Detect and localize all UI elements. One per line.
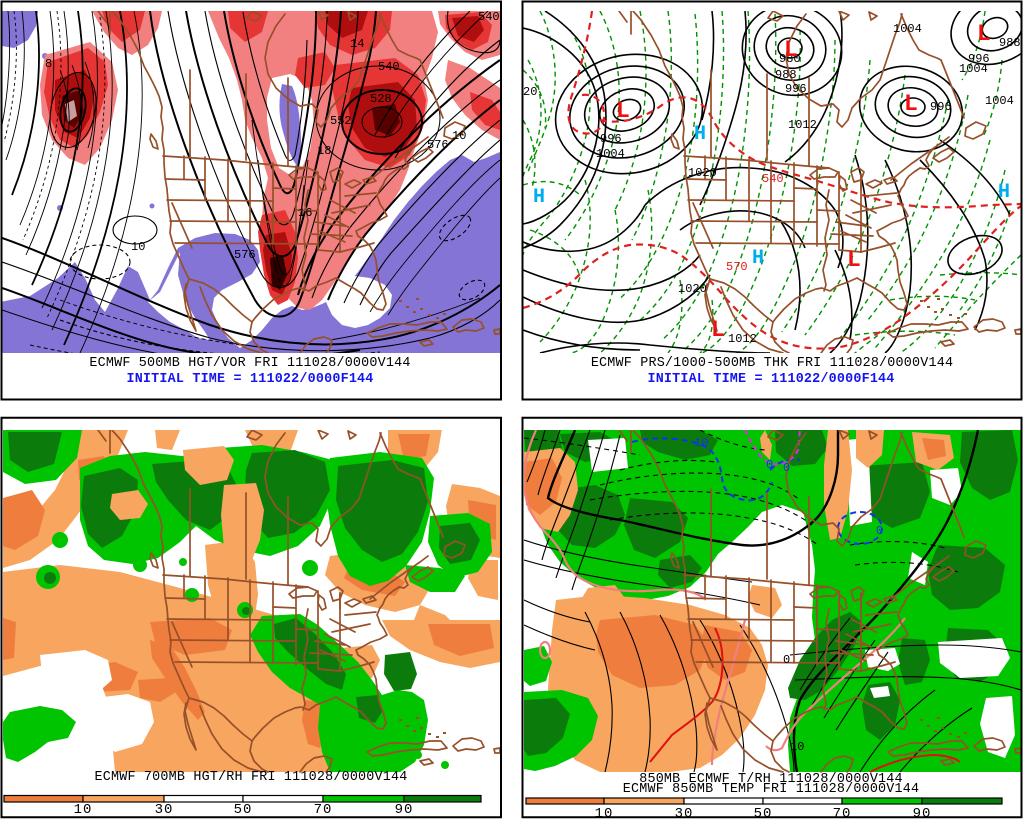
svg-text:1004: 1004 bbox=[596, 147, 625, 161]
svg-text:570: 570 bbox=[726, 260, 748, 274]
svg-text:18: 18 bbox=[317, 144, 331, 158]
svg-text:16: 16 bbox=[298, 206, 312, 220]
svg-text:996: 996 bbox=[930, 100, 952, 114]
svg-text:ECMWF PRS/1000-500MB THK FRI 1: ECMWF PRS/1000-500MB THK FRI 111028/0000… bbox=[591, 356, 953, 371]
svg-text:980: 980 bbox=[779, 52, 801, 66]
svg-text:1004: 1004 bbox=[893, 22, 922, 36]
svg-text:50: 50 bbox=[754, 806, 773, 819]
svg-text:1012: 1012 bbox=[788, 118, 817, 132]
svg-text:10: 10 bbox=[131, 240, 145, 254]
svg-text:70: 70 bbox=[314, 802, 333, 818]
svg-text:ECMWF 500MB HGT/VOR FRI 111028: ECMWF 500MB HGT/VOR FRI 111028/0000V144 bbox=[89, 356, 410, 371]
svg-text:10: 10 bbox=[74, 802, 93, 818]
svg-text:540: 540 bbox=[478, 10, 500, 24]
svg-text:50: 50 bbox=[234, 802, 253, 818]
svg-text:L: L bbox=[711, 317, 725, 343]
svg-text:30: 30 bbox=[155, 802, 174, 818]
svg-text:L: L bbox=[847, 247, 861, 273]
svg-text:0: 0 bbox=[876, 524, 883, 538]
svg-text:20: 20 bbox=[523, 85, 537, 99]
svg-text:528: 528 bbox=[370, 92, 392, 106]
svg-text:10: 10 bbox=[452, 129, 466, 143]
svg-text:552: 552 bbox=[330, 114, 352, 128]
svg-text:L: L bbox=[977, 21, 991, 47]
svg-text:90: 90 bbox=[913, 806, 932, 819]
svg-text:H: H bbox=[752, 247, 764, 270]
svg-text:1020: 1020 bbox=[688, 166, 717, 180]
svg-text:14: 14 bbox=[350, 37, 364, 51]
svg-text:988: 988 bbox=[999, 36, 1021, 50]
svg-text:0: 0 bbox=[766, 458, 773, 472]
svg-text:8: 8 bbox=[45, 57, 52, 71]
svg-text:0: 0 bbox=[783, 461, 790, 475]
svg-text:H: H bbox=[533, 186, 545, 209]
svg-text:576: 576 bbox=[427, 138, 449, 152]
svg-text:1004: 1004 bbox=[985, 94, 1014, 108]
svg-text:996: 996 bbox=[968, 52, 990, 66]
svg-text:540: 540 bbox=[378, 60, 400, 74]
svg-text:H: H bbox=[998, 181, 1010, 204]
svg-text:0: 0 bbox=[783, 653, 790, 667]
svg-text:10: 10 bbox=[694, 436, 708, 450]
svg-text:1012: 1012 bbox=[728, 332, 757, 346]
svg-text:ECMWF 850MB TEMP FRI 111028/00: ECMWF 850MB TEMP FRI 111028/0000V144 bbox=[623, 782, 920, 797]
svg-text:996: 996 bbox=[600, 132, 622, 146]
svg-text:10: 10 bbox=[790, 740, 804, 754]
svg-text:996: 996 bbox=[785, 82, 807, 96]
svg-text:1004: 1004 bbox=[959, 62, 988, 76]
svg-text:90: 90 bbox=[395, 802, 414, 818]
svg-text:L: L bbox=[784, 37, 798, 63]
svg-text:1020: 1020 bbox=[678, 282, 707, 296]
svg-text:INITIAL TIME = 111022/0000F144: INITIAL TIME = 111022/0000F144 bbox=[126, 372, 373, 387]
svg-text:30: 30 bbox=[675, 806, 694, 819]
svg-text:L: L bbox=[904, 91, 918, 117]
svg-text:L: L bbox=[616, 98, 630, 124]
svg-text:850MB ECMWF T/RH 111028/0000V1: 850MB ECMWF T/RH 111028/0000V144 bbox=[639, 772, 903, 787]
svg-text:576: 576 bbox=[234, 248, 256, 262]
svg-text:ECMWF 700MB HGT/RH FRI 111028/: ECMWF 700MB HGT/RH FRI 111028/0000V144 bbox=[95, 770, 408, 785]
svg-text:INITIAL TIME = 111022/0000F144: INITIAL TIME = 111022/0000F144 bbox=[647, 372, 894, 387]
svg-text:988: 988 bbox=[775, 68, 797, 82]
svg-text:70: 70 bbox=[833, 806, 852, 819]
svg-text:540: 540 bbox=[762, 172, 784, 186]
svg-text:H: H bbox=[694, 123, 706, 146]
svg-text:10: 10 bbox=[595, 806, 614, 819]
